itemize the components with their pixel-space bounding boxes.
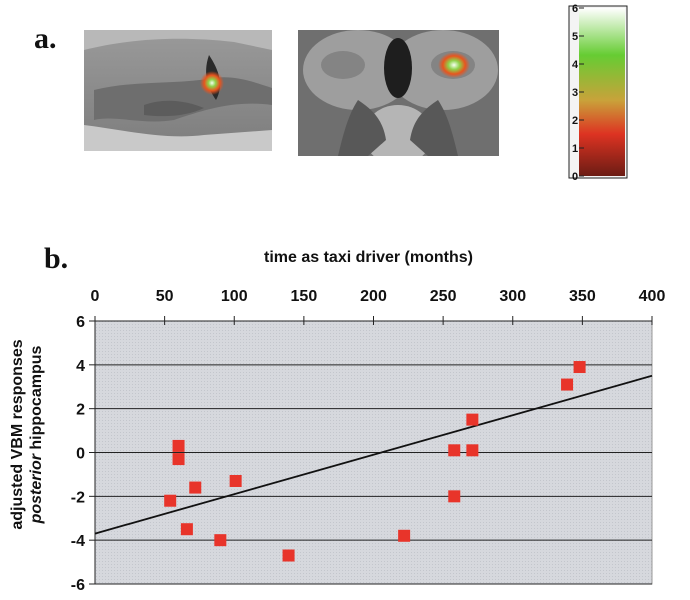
colorbar-tick-label: 6: [572, 3, 578, 15]
x-tick-label: 150: [291, 288, 318, 305]
x-axis-label: time as taxi driver (months): [264, 249, 473, 266]
coronal-mri-slice: [298, 30, 499, 156]
y-axis-label-line2: posterior hippocampus: [28, 346, 45, 525]
sagittal-mri-slice: [84, 30, 272, 151]
data-point: [448, 444, 461, 457]
x-tick-label: 350: [569, 288, 596, 305]
colorbar-tick-label: 3: [572, 87, 578, 99]
trendline: [94, 374, 653, 535]
y-axis-label-rest: hippocampus: [28, 346, 45, 455]
x-tick-label: 50: [156, 288, 174, 305]
y-tick-label: 6: [76, 314, 85, 331]
y-axis-label-italic: posterior: [28, 453, 45, 524]
data-point: [398, 529, 411, 542]
y-tick-label: 0: [76, 446, 85, 463]
y-tick-label: -4: [71, 533, 85, 550]
data-point: [172, 439, 185, 452]
data-point: [573, 361, 586, 374]
data-point: [448, 490, 461, 503]
data-point: [172, 453, 185, 466]
x-tick-label: 100: [221, 288, 248, 305]
y-tick-label: 4: [76, 358, 85, 375]
data-point: [189, 481, 202, 494]
panel-a-label: a.: [34, 22, 57, 55]
data-point: [282, 549, 295, 562]
data-point: [229, 474, 242, 487]
colorbar-tick-label: 2: [572, 115, 578, 127]
panel-b-label: b.: [44, 242, 69, 275]
y-tick-label: -6: [71, 577, 85, 594]
y-tick-label: -2: [71, 489, 85, 506]
x-tick-label: 300: [499, 288, 526, 305]
colorbar: 6 5 4 3 2 1 0: [555, 0, 635, 185]
x-tick-label: 0: [91, 288, 100, 305]
data-point: [466, 413, 479, 426]
colorbar-gradient: [579, 8, 625, 176]
data-point: [214, 534, 227, 547]
y-axis-label-line1: adjusted VBM responses: [9, 339, 26, 529]
data-point: [164, 494, 177, 507]
colorbar-tick-label: 5: [572, 31, 578, 43]
colorbar-tick-label: 1: [572, 143, 578, 155]
data-point: [180, 523, 193, 536]
x-tick-label: 250: [430, 288, 457, 305]
y-tick-label: 2: [76, 402, 85, 419]
colorbar-tick-label: 0: [572, 171, 578, 183]
x-tick-label: 400: [639, 288, 666, 305]
data-point: [466, 444, 479, 457]
x-tick-label: 200: [360, 288, 387, 305]
data-point: [561, 378, 574, 391]
colorbar-tick-label: 4: [572, 59, 579, 71]
